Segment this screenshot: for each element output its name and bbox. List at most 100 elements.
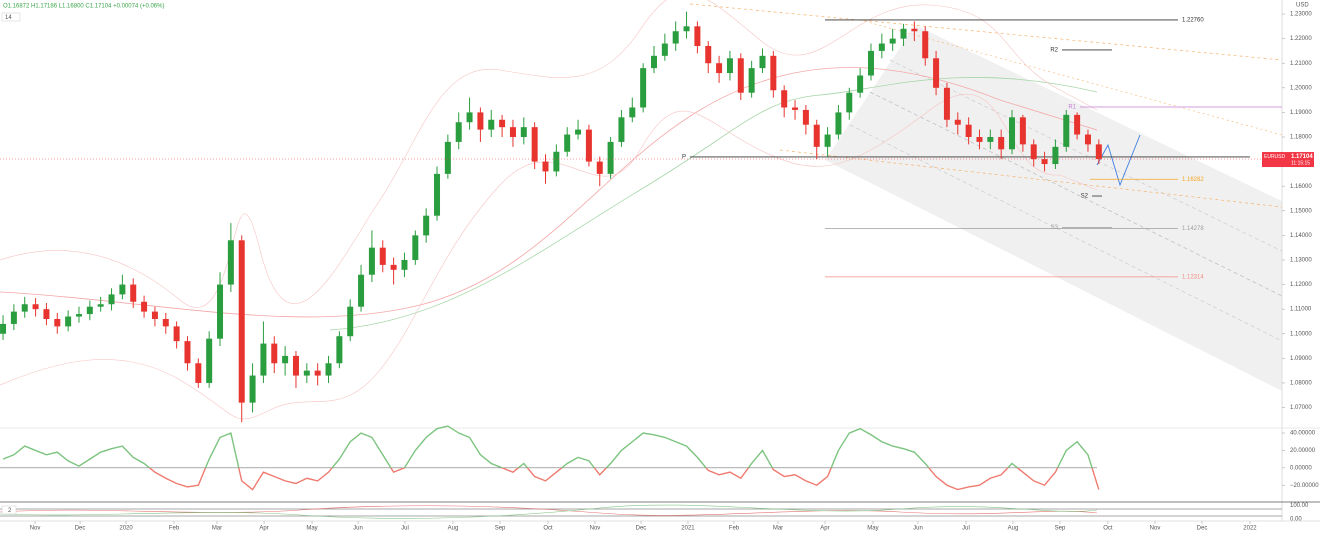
candle-body [303, 370, 310, 376]
candle-body [195, 363, 202, 383]
x-tick-label: May [306, 526, 317, 532]
candle-body [86, 306, 93, 315]
x-tick-label: May [867, 526, 878, 532]
candle-body [282, 355, 289, 364]
level-label: R1 [1068, 105, 1076, 111]
candle-body [249, 375, 256, 403]
lower-panel-tick: 100.00 [1290, 503, 1309, 509]
candle-body [184, 341, 191, 364]
candle-body [401, 259, 408, 270]
level-label: S3 [1051, 225, 1059, 231]
candle-body [575, 129, 582, 135]
ohlc-header: O1.16872 H1.17186 L1.16800 C1.17104 +0.0… [3, 4, 164, 10]
candle-body [726, 58, 733, 74]
candle-body [292, 355, 299, 376]
candle-body [455, 122, 462, 142]
candle-body [119, 284, 126, 295]
y-tick-label: 1.21000 [1290, 61, 1312, 67]
level-label: S2 [1081, 194, 1089, 200]
candle-body [542, 161, 549, 172]
level-label: R2 [1050, 48, 1058, 54]
x-tick-label: 2020 [119, 526, 133, 532]
candle-body [21, 304, 28, 312]
candle-body [835, 112, 842, 135]
x-tick-label: 2021 [681, 526, 695, 532]
candles [0, 11, 1102, 423]
candle-body [759, 55, 766, 69]
level-label: 1.16282 [1182, 177, 1204, 183]
candle-body [260, 343, 267, 376]
countdown: 11:15:15 [1291, 160, 1310, 166]
x-tick-label: Dec [636, 526, 647, 532]
candle-body [1052, 146, 1059, 165]
candle-body [770, 55, 777, 91]
y-tick-label: 1.14000 [1290, 233, 1312, 239]
candle-body [661, 43, 668, 56]
y-tick-label: 1.23000 [1290, 12, 1312, 18]
candle-body [998, 136, 1005, 150]
candle-body [607, 141, 614, 174]
indicator-toggle[interactable] [1, 12, 21, 22]
y-tick-label: 1.08000 [1290, 381, 1312, 387]
candle-body [520, 127, 527, 137]
candle-body [0, 323, 7, 334]
candle-body [347, 306, 354, 337]
candle-body [878, 43, 885, 51]
candle-body [922, 31, 929, 59]
candle-body [846, 92, 853, 113]
candle-body [694, 26, 701, 46]
candle-body [130, 284, 137, 302]
candle-body [900, 28, 907, 39]
candle-body [792, 107, 799, 110]
x-tick-label: Feb [729, 526, 740, 532]
candle-body [802, 109, 809, 125]
last-price-tag [1262, 152, 1314, 168]
panel-toggle[interactable] [1, 505, 17, 515]
y-tick-label: 1.11000 [1290, 307, 1312, 313]
osc-line-positive [2, 425, 1093, 468]
candle-body [683, 26, 690, 32]
candle-body [271, 343, 278, 364]
y-tick-label: 1.12000 [1290, 282, 1312, 288]
candle-body [108, 294, 115, 305]
candle-body [173, 326, 180, 342]
candle-body [477, 112, 484, 130]
candle-body [151, 311, 158, 319]
x-tick-label: Dec [1197, 526, 1208, 532]
candle-body [889, 38, 896, 44]
channel-mid [869, 91, 1282, 297]
last-price-label: 1.17104 [1291, 154, 1313, 160]
candle-body [857, 75, 864, 93]
candle-body [650, 55, 657, 69]
candle-body [434, 173, 441, 216]
candle-body [824, 134, 831, 147]
candle-body [1009, 117, 1016, 150]
y-tick-label: 1.22000 [1290, 36, 1312, 42]
x-tick-label: Oct [543, 526, 553, 532]
osc-tick-label: −20.00000 [1290, 483, 1319, 489]
candle-body [238, 240, 245, 403]
candle-body [564, 134, 571, 152]
candle-body [943, 87, 950, 120]
x-tick-label: Sep [1055, 526, 1066, 532]
candle-body [618, 117, 625, 142]
x-tick-label: 2022 [1243, 526, 1257, 532]
candle-body [97, 304, 104, 307]
trend-line [779, 149, 1282, 208]
panel-label: 2 [8, 508, 12, 514]
candle-body [976, 136, 983, 142]
candle-body [32, 304, 39, 310]
y-tick-label: 1.16000 [1290, 184, 1312, 190]
candle-body [585, 129, 592, 162]
long-ma [329, 77, 1098, 331]
level-label: 1.22760 [1182, 18, 1204, 24]
candle-body [43, 309, 50, 319]
candle-body [368, 247, 375, 275]
candle-body [987, 136, 994, 142]
x-tick-label: Nov [590, 526, 601, 532]
candle-body [965, 124, 972, 137]
candle-body [954, 119, 961, 125]
lower-panel-trace [0, 505, 1098, 516]
